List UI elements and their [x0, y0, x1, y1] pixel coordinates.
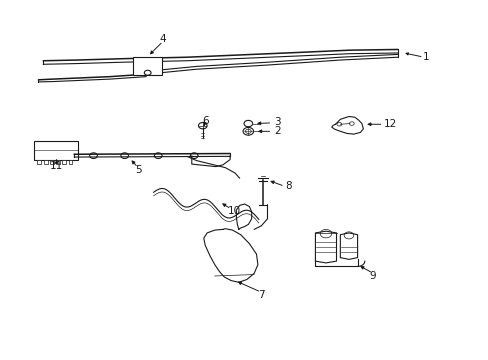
Bar — [68, 159, 72, 164]
Text: 6: 6 — [202, 116, 208, 126]
Bar — [62, 159, 66, 164]
Text: 5: 5 — [135, 165, 141, 175]
Text: 7: 7 — [258, 290, 264, 300]
Text: 12: 12 — [383, 119, 396, 129]
Bar — [38, 159, 41, 164]
Bar — [43, 159, 47, 164]
Text: 8: 8 — [285, 181, 291, 192]
Text: 9: 9 — [369, 271, 375, 281]
Text: 1: 1 — [423, 51, 429, 62]
Bar — [34, 141, 78, 159]
Text: 4: 4 — [160, 34, 166, 44]
Bar — [56, 159, 60, 164]
Text: 3: 3 — [273, 117, 280, 127]
Text: 11: 11 — [50, 161, 63, 171]
Bar — [50, 159, 54, 164]
Text: 2: 2 — [273, 126, 280, 136]
Text: 10: 10 — [227, 206, 240, 216]
Bar — [133, 57, 162, 75]
